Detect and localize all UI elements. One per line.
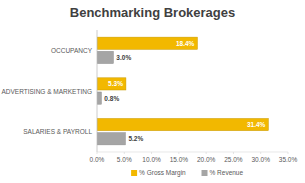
data-label: 5.2% [128, 135, 143, 142]
legend-label: % Gross Margin [139, 169, 186, 177]
legend-label: % Revenue [210, 169, 244, 176]
bar [97, 92, 101, 104]
tick-label: 20.0% [197, 156, 216, 163]
axis-line [97, 30, 98, 152]
category-label: ADVERTISING & MARKETING [1, 88, 92, 95]
axis-line [97, 152, 288, 153]
bar [97, 133, 125, 145]
tick-label: 35.0% [279, 156, 298, 163]
tick-label: 0.0% [90, 156, 105, 163]
legend-swatch [131, 170, 137, 176]
category-label: SALARIES & PAYROLL [23, 128, 92, 135]
category-label: OCCUPANCY [51, 47, 93, 54]
bar [97, 78, 126, 90]
data-label: 31.4% [247, 121, 266, 128]
bar [97, 37, 197, 49]
data-label: 0.8% [104, 95, 119, 102]
legend: % Gross Margin % Revenue [131, 169, 243, 177]
bar [97, 118, 268, 130]
data-label: 5.3% [108, 80, 123, 87]
data-label: 3.0% [116, 54, 131, 61]
tick-label: 25.0% [224, 156, 243, 163]
data-label: 18.4% [176, 40, 195, 47]
tick-label: 30.0% [251, 156, 270, 163]
bars [97, 37, 268, 145]
bar [97, 51, 113, 63]
legend-swatch [202, 170, 208, 176]
tick-label: 10.0% [142, 156, 161, 163]
chart: Benchmarking Brokerages 0.0% 5.0% 10.0% 15.0… [0, 0, 305, 183]
tick-label: 5.0% [117, 156, 132, 163]
tick-label: 15.0% [170, 156, 189, 163]
title: Benchmarking Brokerages [70, 5, 235, 20]
